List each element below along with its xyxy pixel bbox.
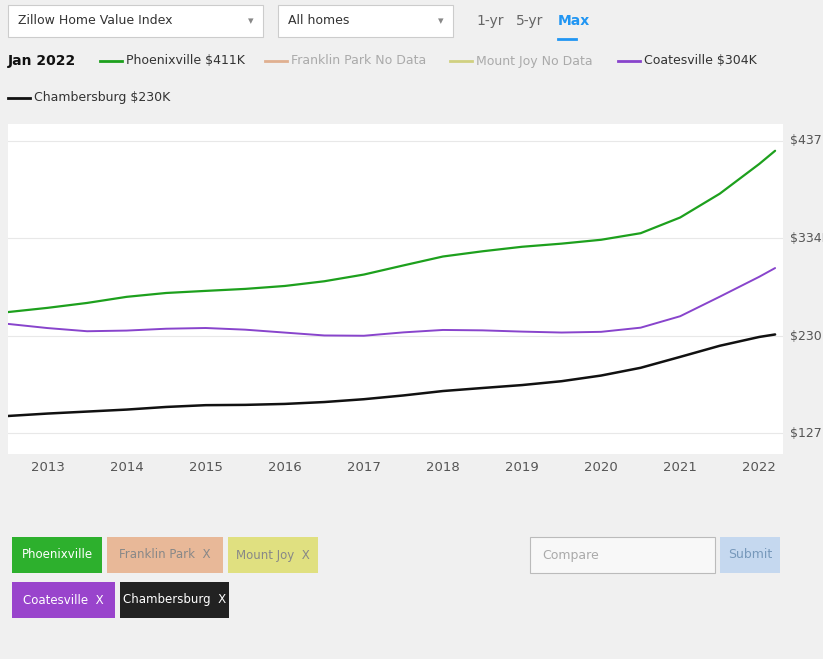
Bar xyxy=(228,537,318,573)
Bar xyxy=(107,537,223,573)
Text: Chambersburg  X: Chambersburg X xyxy=(123,594,226,606)
Bar xyxy=(12,582,115,618)
Text: ▾: ▾ xyxy=(249,16,253,26)
Text: Mount Joy No Data: Mount Joy No Data xyxy=(476,55,593,67)
Text: Franklin Park  X: Franklin Park X xyxy=(119,548,211,561)
Bar xyxy=(12,537,102,573)
Text: Compare: Compare xyxy=(542,548,599,561)
Text: ▾: ▾ xyxy=(438,16,444,26)
Text: $230K: $230K xyxy=(790,330,823,343)
Text: $437K: $437K xyxy=(790,134,823,148)
Text: 1-yr: 1-yr xyxy=(476,14,504,28)
Text: 5-yr: 5-yr xyxy=(516,14,543,28)
Text: Max: Max xyxy=(558,14,590,28)
Text: Jan 2022: Jan 2022 xyxy=(8,54,77,68)
Bar xyxy=(278,5,453,37)
Text: Mount Joy  X: Mount Joy X xyxy=(236,548,310,561)
Text: $127K: $127K xyxy=(790,427,823,440)
Text: Phoenixville $411K: Phoenixville $411K xyxy=(126,55,245,67)
Text: Chambersburg $230K: Chambersburg $230K xyxy=(34,92,170,105)
Text: $334K: $334K xyxy=(790,231,823,244)
Bar xyxy=(530,537,715,573)
Bar xyxy=(8,5,263,37)
Bar xyxy=(720,537,780,573)
Text: All homes: All homes xyxy=(288,14,350,28)
Bar xyxy=(120,582,230,618)
Text: Submit: Submit xyxy=(728,548,772,561)
Text: Zillow Home Value Index: Zillow Home Value Index xyxy=(18,14,173,28)
Text: Franklin Park No Data: Franklin Park No Data xyxy=(291,55,426,67)
Text: Phoenixville: Phoenixville xyxy=(21,548,92,561)
Text: Coatesville $304K: Coatesville $304K xyxy=(644,55,757,67)
Text: Coatesville  X: Coatesville X xyxy=(23,594,104,606)
